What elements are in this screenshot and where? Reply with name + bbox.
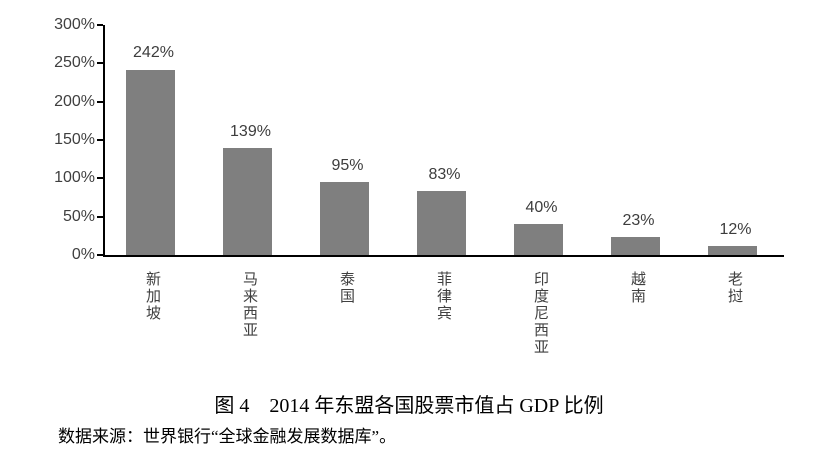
bar <box>126 69 175 255</box>
category-label-char: 律 <box>436 289 452 305</box>
category-label: 马来西亚 <box>202 272 299 340</box>
bar-chart: 0% 50% 100% 150% 200% 250% 300% 242% 139% 95% 83%… <box>54 16 784 372</box>
category-label-char: 菲 <box>436 272 452 288</box>
y-axis-tick <box>97 139 103 141</box>
category-label-char: 西 <box>533 323 549 339</box>
category-label-char: 新 <box>145 272 161 288</box>
plot-area: 242% 139% 95% 83% 40% 23% 12% <box>103 25 784 257</box>
category-label-char: 挝 <box>727 289 743 305</box>
y-axis-tick <box>97 215 103 218</box>
bar <box>708 245 757 255</box>
bar-value-label: 23% <box>622 212 655 230</box>
category-label-char: 马 <box>242 272 258 288</box>
category-label-char: 来 <box>242 289 258 305</box>
category-label-char: 坡 <box>145 306 161 322</box>
category-label-char: 亚 <box>533 340 549 356</box>
category-label-char: 越 <box>630 272 646 288</box>
category-label: 新加坡 <box>105 272 202 323</box>
bar-value-label: 242% <box>133 44 174 62</box>
category-label-char: 加 <box>145 289 161 305</box>
y-axis-tick <box>97 24 103 26</box>
category-label-char: 南 <box>630 289 646 305</box>
y-axis-tick-label: 100% <box>54 169 95 187</box>
category-label-char: 西 <box>242 306 258 322</box>
category-label-char: 亚 <box>242 323 258 339</box>
y-axis-tick-label: 150% <box>54 131 95 148</box>
category-label: 菲律宾 <box>396 272 493 323</box>
y-axis-tick-label: 250% <box>54 54 95 72</box>
y-axis-tick <box>97 62 103 65</box>
category-label-char: 泰 <box>339 272 355 288</box>
source-note: 数据来源：世界银行“全球金融发展数据库”。 <box>58 427 397 446</box>
bar <box>611 237 660 255</box>
y-axis-tick-label: 200% <box>54 92 95 110</box>
category-label-char: 国 <box>339 289 355 305</box>
category-label: 泰国 <box>299 272 396 306</box>
y-axis-tick <box>97 177 103 180</box>
bar-value-label: 139% <box>230 123 271 141</box>
y-axis-tick-label: 300% <box>54 16 95 33</box>
bar <box>320 182 369 255</box>
category-label: 越南 <box>590 272 687 306</box>
y-axis-tick <box>97 254 103 256</box>
bar-value-label: 95% <box>331 157 364 175</box>
bar-value-label: 12% <box>719 220 752 238</box>
category-label-char: 印 <box>533 272 549 288</box>
category-label: 印度尼西亚 <box>493 272 590 357</box>
bar <box>417 191 466 255</box>
bar-value-label: 40% <box>525 199 558 217</box>
y-axis-tick <box>97 100 103 103</box>
category-label-char: 老 <box>727 272 743 288</box>
category-label: 老挝 <box>687 272 784 306</box>
bar <box>223 148 272 255</box>
y-axis-tick-label: 0% <box>71 246 95 263</box>
bar <box>514 224 563 255</box>
category-label-char: 宾 <box>436 306 452 322</box>
category-label-char: 尼 <box>533 306 549 322</box>
y-axis-tick-label: 50% <box>62 207 95 225</box>
x-axis-category-labels: 新加坡马来西亚泰国菲律宾印度尼西亚越南老挝 <box>105 272 784 372</box>
bar-value-label: 83% <box>428 166 461 184</box>
category-label-char: 度 <box>533 289 549 305</box>
figure-caption: 图 4 2014 年东盟各国股票市值占 GDP 比例 <box>214 395 604 417</box>
